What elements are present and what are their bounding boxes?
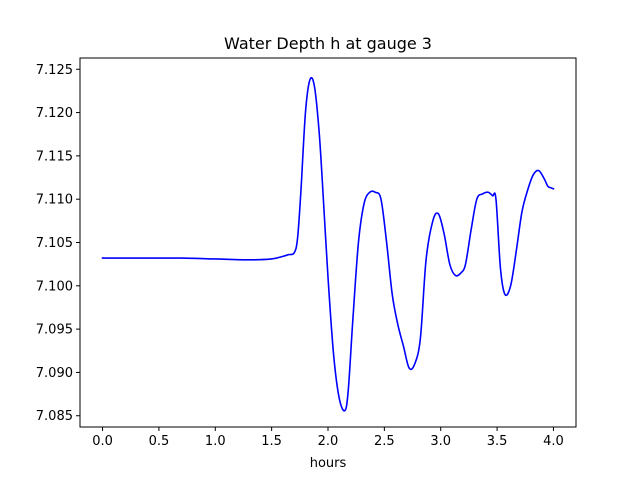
x-axis: 0.0 0.5 1.0 1.5 2.0 2.5 3.0 3.5 4.0 [92,427,564,449]
x-tick-label: 4.0 [543,434,564,449]
y-tick-label: 7.105 [36,236,73,251]
x-tick-label: 0.5 [149,434,170,449]
x-tick-label: 1.0 [205,434,226,449]
y-tick-label: 7.115 [36,149,73,164]
y-axis: 7.085 7.090 7.095 7.100 7.105 7.110 7.115 7.120… [36,63,80,424]
x-axis-label: hours [310,456,347,471]
y-tick-label: 7.100 [36,279,73,294]
y-tick-label: 7.120 [36,106,73,121]
y-tick-label: 7.095 [36,323,73,338]
x-tick-label: 1.5 [261,434,282,449]
plot-area [101,76,555,412]
y-tick-label: 7.125 [36,63,73,78]
chart-title: Water Depth h at gauge 3 [224,34,432,53]
x-tick-label: 0.0 [92,434,113,449]
x-tick-label: 2.0 [318,434,339,449]
y-tick-label: 7.110 [36,193,73,208]
x-tick-label: 3.5 [487,434,508,449]
y-tick-label: 7.090 [36,366,73,381]
series-line [101,76,555,412]
x-tick-label: 2.5 [374,434,395,449]
x-tick-label: 3.0 [430,434,451,449]
y-tick-label: 7.085 [36,409,73,424]
